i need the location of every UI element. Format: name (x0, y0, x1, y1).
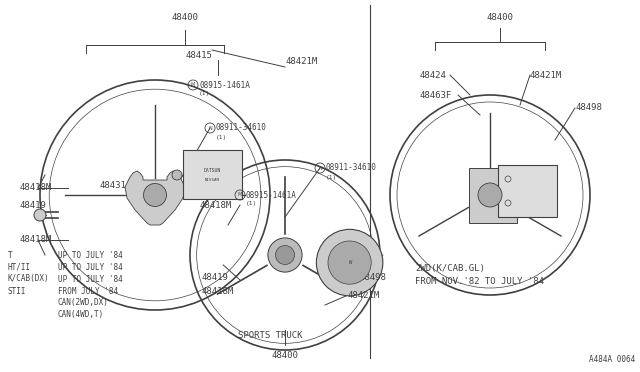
Text: SPORTS TRUCK: SPORTS TRUCK (237, 331, 302, 340)
Text: HT/II: HT/II (8, 263, 31, 272)
Circle shape (328, 241, 371, 284)
Text: 08911-34610: 08911-34610 (326, 164, 377, 173)
Text: 48421M: 48421M (348, 292, 380, 301)
Circle shape (316, 230, 383, 296)
Text: NISSAN: NISSAN (205, 178, 220, 182)
Text: UP TO JULY '84: UP TO JULY '84 (58, 250, 123, 260)
Text: UP TO JULY '84: UP TO JULY '84 (58, 263, 123, 272)
Text: FROM JULY '84: FROM JULY '84 (58, 286, 118, 295)
Text: CAN(4WD,T): CAN(4WD,T) (58, 311, 104, 320)
Text: (1): (1) (246, 202, 257, 206)
Text: CAN(2WD,DX): CAN(2WD,DX) (58, 298, 109, 308)
Text: 48421M: 48421M (285, 58, 317, 67)
Text: 48498: 48498 (360, 273, 387, 282)
Text: K/CAB(DX): K/CAB(DX) (8, 275, 50, 283)
Text: 48418M: 48418M (200, 201, 232, 209)
Text: UP TO JULY '84: UP TO JULY '84 (58, 275, 123, 283)
FancyBboxPatch shape (469, 167, 517, 222)
Text: 48418M: 48418M (202, 288, 234, 296)
Text: 48419: 48419 (202, 273, 229, 282)
Text: 48463F: 48463F (420, 90, 452, 99)
FancyBboxPatch shape (498, 165, 557, 217)
Text: 48418M: 48418M (20, 183, 52, 192)
FancyBboxPatch shape (183, 150, 242, 199)
Text: (1): (1) (326, 174, 337, 180)
Text: 48400: 48400 (172, 13, 198, 22)
Circle shape (143, 183, 166, 206)
Polygon shape (125, 171, 185, 225)
Text: (1): (1) (216, 135, 227, 140)
Circle shape (268, 238, 302, 272)
Text: 48415: 48415 (185, 51, 212, 61)
Text: 08915-1461A: 08915-1461A (199, 80, 250, 90)
Text: 48419: 48419 (20, 201, 47, 209)
Text: 08915-1461A: 08915-1461A (246, 190, 297, 199)
Text: STII: STII (8, 286, 26, 295)
Text: FROM NOV.'82 TO JULY '84: FROM NOV.'82 TO JULY '84 (415, 278, 544, 286)
Text: DATSUN: DATSUN (204, 167, 221, 173)
Text: M: M (191, 83, 195, 87)
Text: 48431: 48431 (100, 180, 127, 189)
Circle shape (34, 209, 46, 221)
Text: 48400: 48400 (486, 13, 513, 22)
Text: N: N (208, 125, 212, 131)
Text: 48400: 48400 (271, 350, 298, 359)
Text: T: T (8, 250, 13, 260)
Text: N: N (318, 166, 322, 170)
Text: 48498: 48498 (575, 103, 602, 112)
Text: N: N (348, 260, 351, 265)
Circle shape (478, 183, 502, 207)
Text: A484A 0064: A484A 0064 (589, 356, 635, 365)
Text: 2WD(K/CAB.GL): 2WD(K/CAB.GL) (415, 263, 485, 273)
Circle shape (275, 246, 294, 264)
Circle shape (172, 170, 182, 180)
Text: (1): (1) (199, 92, 211, 96)
Text: M: M (238, 192, 242, 198)
Text: 48418M: 48418M (20, 235, 52, 244)
Text: 48424: 48424 (420, 71, 447, 80)
Text: 08911-34610: 08911-34610 (216, 124, 267, 132)
Text: 48421M: 48421M (530, 71, 563, 80)
